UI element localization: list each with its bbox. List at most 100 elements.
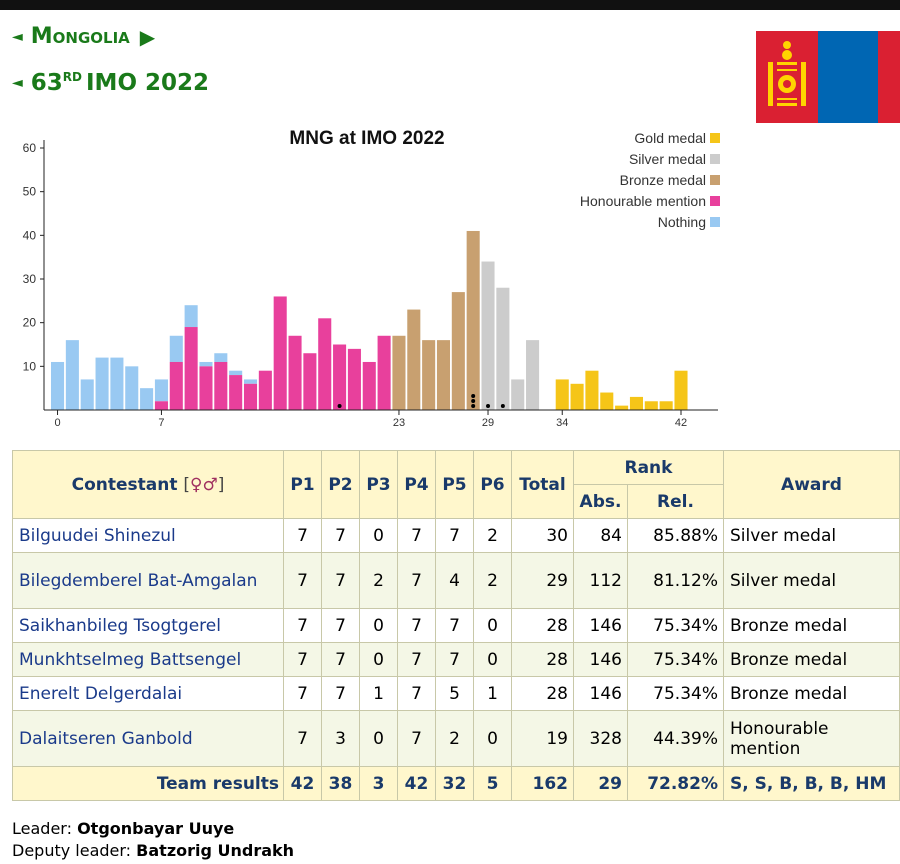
leader-line: Leader: Otgonbayar Uuye	[12, 818, 294, 840]
p2-header[interactable]: P2	[321, 450, 360, 519]
team-marker	[486, 404, 491, 408]
contestant-name[interactable]: Munkhtselmeg Battsengel	[12, 642, 284, 677]
flag-red-band	[756, 31, 818, 123]
team-p1: 42	[283, 766, 322, 801]
bar-gold-medal	[600, 392, 614, 410]
score-p4: 7	[397, 676, 436, 711]
bar-gold-medal	[555, 379, 569, 410]
team-label: Team results	[12, 766, 284, 801]
rank-abs-header[interactable]: Abs.	[573, 484, 628, 519]
team-marker	[471, 399, 476, 403]
x-axis: 0 7 23 29 34 42	[44, 409, 718, 429]
x-tick-label: 42	[675, 417, 687, 429]
legend-label: Gold medal	[634, 130, 706, 146]
rank-abs: 84	[573, 518, 628, 553]
score-total: 28	[511, 676, 574, 711]
bar-bronze-medal	[436, 340, 451, 410]
bar-honourable-mention	[273, 296, 287, 410]
bar-nothing	[169, 335, 183, 362]
score-p5: 7	[435, 518, 474, 553]
total-header[interactable]: Total	[511, 450, 574, 519]
team-marker	[337, 404, 342, 408]
next-country-arrow[interactable]: ▶	[139, 24, 156, 49]
p4-header[interactable]: P4	[397, 450, 436, 519]
bar-honourable-mention	[258, 370, 272, 410]
score-p3: 0	[359, 710, 398, 767]
rank-rel: 44.39%	[627, 710, 724, 767]
bar-bronze-medal	[422, 340, 436, 410]
legend-swatch	[710, 217, 720, 227]
score-p3: 0	[359, 518, 398, 553]
award-cell: Bronze medal	[723, 608, 900, 643]
gender-toggle[interactable]: [♀♂]	[183, 474, 225, 495]
score-p6: 0	[473, 608, 512, 643]
rank-abs: 328	[573, 710, 628, 767]
olympiad-link[interactable]: 63RD IMO 2022	[31, 70, 209, 96]
bar-honourable-mention	[243, 383, 258, 410]
score-p2: 3	[321, 710, 360, 767]
deputy-leader-name[interactable]: Batzorig Undrakh	[136, 841, 295, 860]
bar-silver-medal	[526, 340, 540, 410]
p5-header[interactable]: P5	[435, 450, 474, 519]
legend-label: Silver medal	[629, 151, 706, 167]
score-p5: 2	[435, 710, 474, 767]
bar-nothing	[140, 388, 154, 410]
score-p3: 0	[359, 642, 398, 677]
contestant-name[interactable]: Bilegdemberel Bat-Amgalan	[12, 552, 284, 609]
legend-swatch	[710, 133, 720, 143]
p6-header[interactable]: P6	[473, 450, 512, 519]
rank-rel-header[interactable]: Rel.	[627, 484, 724, 519]
team-results-row: Team results 42 38 3 42 32 5 162 29 72.8…	[12, 766, 900, 801]
contestant-name[interactable]: Dalaitseren Ganbold	[12, 710, 284, 767]
bar-nothing	[95, 357, 109, 410]
score-p1: 7	[283, 676, 322, 711]
prev-country-arrow[interactable]: ◄	[12, 28, 23, 45]
p1-header[interactable]: P1	[283, 450, 322, 519]
y-tick-label: 20	[23, 316, 37, 330]
prev-olympiad-arrow[interactable]: ◄	[12, 75, 23, 91]
team-p5: 32	[435, 766, 474, 801]
rank-rel: 75.34%	[627, 642, 724, 677]
p3-header[interactable]: P3	[359, 450, 398, 519]
bar-honourable-mention	[377, 335, 391, 410]
rank-abs: 146	[573, 642, 628, 677]
team-marker	[500, 404, 505, 408]
leader-label: Leader:	[12, 819, 72, 838]
contestant-name[interactable]: Bilguudei Shinezul	[12, 518, 284, 553]
score-p5: 4	[435, 552, 474, 609]
score-p6: 0	[473, 642, 512, 677]
bar-nothing	[65, 340, 79, 410]
bar-honourable-mention	[303, 353, 317, 410]
bar-honourable-mention	[169, 361, 183, 410]
score-p1: 7	[283, 552, 322, 609]
leader-name[interactable]: Otgonbayar Uuye	[77, 819, 235, 838]
country-link[interactable]: Mongolia	[30, 24, 130, 49]
bar-nothing	[243, 379, 258, 384]
score-p5: 7	[435, 642, 474, 677]
team-p2: 38	[321, 766, 360, 801]
country-nav: ◄ Mongolia ▶	[12, 24, 155, 49]
score-p2: 7	[321, 642, 360, 677]
contestant-header[interactable]: Contestant [♀♂]	[12, 450, 284, 519]
bar-honourable-mention	[199, 366, 213, 410]
contestant-name[interactable]: Enerelt Delgerdalai	[12, 676, 284, 711]
bar-nothing	[80, 379, 94, 410]
score-total: 30	[511, 518, 574, 553]
contestant-name[interactable]: Saikhanbileg Tsogtgerel	[12, 608, 284, 643]
score-p6: 1	[473, 676, 512, 711]
rank-rel: 75.34%	[627, 608, 724, 643]
score-total: 28	[511, 608, 574, 643]
team-rel: 72.82%	[627, 766, 724, 801]
bar-gold-medal	[659, 401, 673, 410]
bar-nothing	[214, 353, 228, 362]
score-p5: 7	[435, 608, 474, 643]
x-tick-label: 0	[54, 417, 60, 429]
bar-honourable-mention	[229, 375, 243, 410]
award-header[interactable]: Award	[723, 450, 900, 519]
bar-bronze-medal	[407, 309, 421, 410]
rank-rel: 81.12%	[627, 552, 724, 609]
bar-nothing	[184, 305, 198, 328]
bar-honourable-mention	[333, 344, 347, 410]
y-tick-label: 10	[23, 359, 37, 373]
bar-honourable-mention	[347, 348, 361, 410]
